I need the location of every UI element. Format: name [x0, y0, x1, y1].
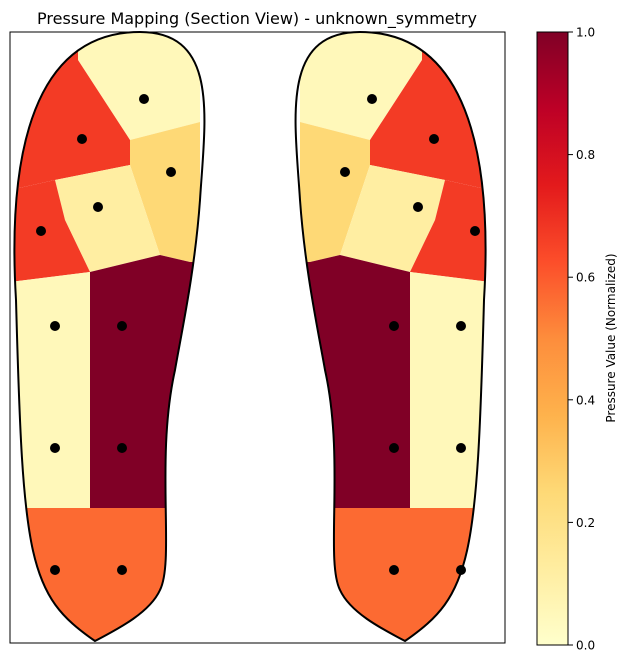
sensor-point [117, 321, 127, 331]
right-region-metatarsal-center [340, 165, 445, 272]
sensor-point [139, 94, 149, 104]
sensor-point [340, 167, 350, 177]
left-region-midfoot-outer [14, 272, 90, 508]
sensor-point [50, 443, 60, 453]
colorbar-tick-label: 0.8 [576, 148, 595, 162]
sensor-point [456, 321, 466, 331]
left-foot-outline [13, 30, 206, 643]
sensor-point [456, 565, 466, 575]
sensor-point [413, 202, 423, 212]
right-region-toe-mid [300, 122, 370, 262]
colorbar-tick-label: 0.6 [576, 271, 595, 285]
left-region-toe-upper [14, 32, 200, 140]
sensor-point [50, 565, 60, 575]
sensor-point [36, 226, 46, 236]
left-region-metatarsal-center [55, 165, 160, 272]
colorbar-tick-label: 0.4 [576, 393, 595, 407]
colorbar-label: Pressure Value (Normalized) [604, 253, 618, 422]
sensor-point [389, 565, 399, 575]
left-foot-regions [14, 32, 200, 641]
left-region-metatarsal-outer [14, 180, 90, 282]
colorbar-ticks: 0.0 0.2 0.4 0.6 0.8 1.0 [568, 26, 595, 653]
colorbar: 0.0 0.2 0.4 0.6 0.8 1.0 Pressure Value (Norma… [536, 26, 618, 653]
right-foot-sensors [340, 94, 480, 575]
sensor-point [367, 94, 377, 104]
sensor-point [50, 321, 60, 331]
colorbar-tick-label: 0.2 [576, 516, 595, 530]
sensor-point [429, 134, 439, 144]
sensor-point [389, 443, 399, 453]
right-region-toe-upper [300, 32, 486, 140]
left-region-toe-mid [130, 122, 200, 262]
chart-title: Pressure Mapping (Section View) - unknow… [37, 9, 477, 29]
colorbar-tick-label: 0.0 [576, 639, 595, 653]
colorbar-gradient [536, 31, 569, 646]
sensor-point [117, 443, 127, 453]
right-region-midfoot-outer [410, 272, 486, 508]
sensor-point [389, 321, 399, 331]
sensor-point [93, 202, 103, 212]
sensor-point [166, 167, 176, 177]
right-region-metatarsal-outer [410, 180, 486, 282]
sensor-point [77, 134, 87, 144]
sensor-point [117, 565, 127, 575]
colorbar-tick-label: 1.0 [576, 26, 595, 40]
right-foot-outline [294, 30, 487, 643]
sensor-point [470, 226, 480, 236]
left-foot-sensors [36, 94, 176, 575]
sensor-point [456, 443, 466, 453]
